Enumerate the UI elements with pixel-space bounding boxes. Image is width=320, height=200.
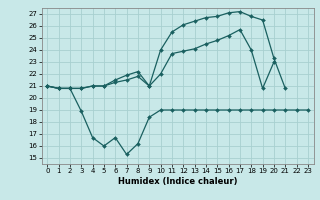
X-axis label: Humidex (Indice chaleur): Humidex (Indice chaleur) [118,177,237,186]
